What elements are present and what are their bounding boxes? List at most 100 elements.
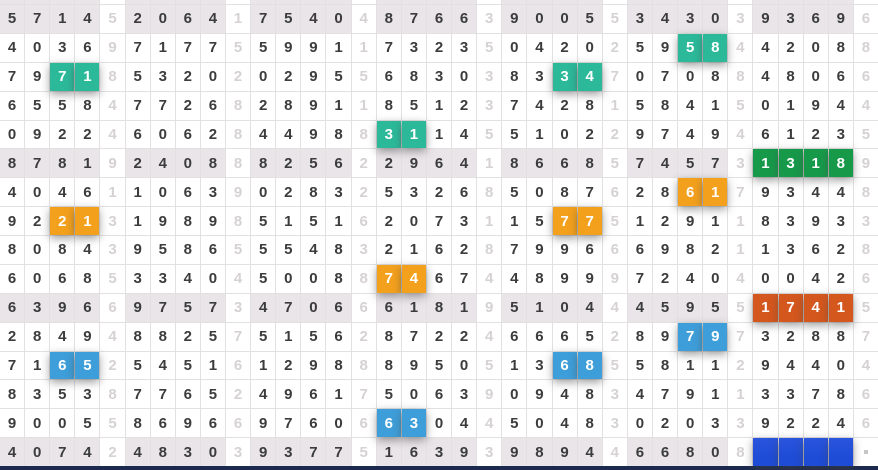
digit-cell: 5: [627, 33, 652, 62]
digit-cell: 9: [652, 236, 678, 264]
digit-cell: 8: [803, 322, 828, 351]
digit-cell: 7: [652, 62, 678, 91]
highlighted-digit-cell: 7: [376, 264, 401, 293]
digit-cell: 6: [175, 380, 200, 409]
digit-cell: 9: [703, 120, 728, 149]
digit-cell: 0: [753, 264, 778, 293]
digit-cell: 0: [552, 120, 577, 149]
digit-cell: 5: [251, 236, 276, 264]
digit-cell: 1: [527, 120, 552, 149]
partial-row-cell: [452, 0, 477, 4]
highlighted-digit-cell: 7: [552, 207, 577, 235]
digit-cell: 4: [301, 236, 326, 264]
digit-cell: 2: [276, 178, 301, 207]
digit-cell: 7: [502, 91, 527, 120]
separator-digit-cell: 5: [226, 33, 251, 62]
digit-cell: 0: [150, 120, 175, 149]
digit-cell: 9: [552, 438, 577, 466]
digit-cell: 6: [753, 120, 778, 149]
digit-cell: 5: [527, 207, 552, 235]
digit-cell: 5: [577, 322, 602, 351]
separator-digit-cell: 8: [226, 91, 251, 120]
digit-cell: 6: [301, 380, 326, 409]
digit-cell: 0: [552, 293, 577, 322]
digit-cell: 2: [426, 33, 452, 62]
digit-cell: 8: [678, 438, 703, 466]
digit-cell: 5: [426, 351, 452, 380]
digit-cell: 7: [150, 380, 175, 409]
digit-cell: 2: [426, 178, 452, 207]
digit-cell: 5: [200, 380, 226, 409]
highlighted-digit-cell: 1: [753, 293, 778, 322]
separator-digit-cell: 5: [602, 149, 627, 178]
separator-digit-cell: 3: [226, 438, 251, 466]
digit-cell: 0: [150, 5, 175, 33]
digit-cell: 1: [703, 351, 728, 380]
digit-cell: 1: [753, 236, 778, 264]
digit-cell: 1: [703, 380, 728, 409]
highlighted-digit-cell: 1: [753, 149, 778, 178]
digit-cell: 6: [426, 149, 452, 178]
separator-digit-cell: 2: [351, 149, 376, 178]
digit-cell: 4: [75, 5, 100, 33]
highlighted-digit-cell: 3: [552, 62, 577, 91]
separator-digit-cell: 6: [351, 409, 376, 438]
digit-cell: 3: [778, 5, 803, 33]
separator-digit-cell: 8: [853, 178, 878, 207]
digit-cell: 2: [452, 236, 477, 264]
digit-cell: 6: [527, 322, 552, 351]
partial-row-cell: [301, 0, 326, 4]
separator-digit-cell: 3: [853, 207, 878, 235]
digit-cell: 4: [527, 91, 552, 120]
digit-cell: 8: [577, 149, 602, 178]
digit-cell: 3: [150, 264, 175, 293]
digit-cell: 8: [703, 62, 728, 91]
highlighted-digit-cell: 6: [376, 409, 401, 438]
digit-cell: 9: [25, 120, 50, 149]
digit-cell: 8: [376, 322, 401, 351]
digit-cell: 8: [376, 351, 401, 380]
separator-digit-cell: 5: [853, 120, 878, 149]
digit-cell: 3: [778, 207, 803, 235]
digit-cell: 7: [401, 322, 426, 351]
separator-digit-cell: 8: [226, 149, 251, 178]
digit-cell: 1: [150, 33, 175, 62]
separator-digit-cell: 8: [100, 62, 125, 91]
digit-cell: 2: [452, 91, 477, 120]
digit-cell: 8: [527, 438, 552, 466]
digit-cell: 3: [753, 380, 778, 409]
digit-cell: 1: [200, 351, 226, 380]
digit-cell: 3: [276, 438, 301, 466]
separator-digit-cell: 6: [853, 62, 878, 91]
digit-cell: 7: [125, 91, 150, 120]
digit-cell: 9: [175, 409, 200, 438]
digit-cell: 5: [502, 293, 527, 322]
highlighted-digit-cell: 2: [50, 207, 75, 235]
separator-digit-cell: 6: [351, 207, 376, 235]
digit-cell: 7: [25, 5, 50, 33]
digit-cell: 4: [678, 264, 703, 293]
highlighted-digit-cell: 1: [75, 62, 100, 91]
digit-cell: 0: [251, 178, 276, 207]
digit-cell: 8: [75, 264, 100, 293]
digit-cell: 8: [778, 62, 803, 91]
digit-cell: 1: [502, 207, 527, 235]
digit-cell: 1: [326, 91, 351, 120]
digit-cell: 8: [0, 236, 25, 264]
digit-cell: 3: [778, 178, 803, 207]
partial-row-cell: [502, 0, 527, 4]
digit-cell: 6: [326, 322, 351, 351]
separator-digit-cell: 9: [100, 149, 125, 178]
separator-digit-cell: 6: [226, 409, 251, 438]
digit-cell: 4: [577, 438, 602, 466]
separator-digit-cell: 6: [853, 409, 878, 438]
digit-cell: 5: [125, 62, 150, 91]
digit-cell: 5: [150, 236, 175, 264]
separator-digit-cell: 4: [853, 351, 878, 380]
highlighted-digit-cell: 8: [828, 149, 853, 178]
digit-cell: 0: [25, 33, 50, 62]
separator-digit-cell: 9: [477, 293, 502, 322]
highlighted-digit-cell: 1: [828, 293, 853, 322]
digit-cell: 4: [251, 120, 276, 149]
highlighted-digit-cell: 5: [75, 351, 100, 380]
